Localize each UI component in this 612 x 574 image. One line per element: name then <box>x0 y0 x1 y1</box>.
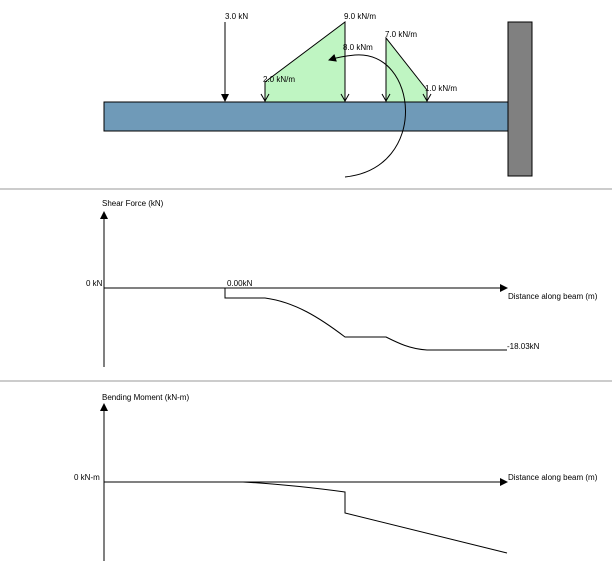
moment-arc <box>328 53 406 178</box>
moment-x-axis-label: Distance along beam (m) <box>508 473 598 482</box>
dist-load-2-end-label: 1.0 kN/m <box>425 84 457 93</box>
shear-force-curve <box>224 288 507 351</box>
fixed-support-wall <box>507 21 533 177</box>
point-load-label: 3.0 kN <box>225 12 248 21</box>
beam-diagram: 3.0 kN 2.0 kN/m 9.0 kN/m 8.0 kNm 7.0 kN/… <box>103 12 533 178</box>
moment-label: 8.0 kNm <box>343 43 373 52</box>
bending-moment-curve <box>242 481 508 554</box>
load-arrows <box>260 93 432 103</box>
moment-zero-label: 0 kN-m <box>74 473 100 482</box>
moment-title: Bending Moment (kN-m) <box>102 393 189 402</box>
shear-title: Shear Force (kN) <box>102 199 164 208</box>
shear-end-value-label: -18.03kN <box>507 342 540 351</box>
shear-force-plot: Shear Force (kN) 0 kN Distance along bea… <box>86 199 598 367</box>
dist-load-1-start-label: 2.0 kN/m <box>263 75 295 84</box>
bending-moment-plot: Bending Moment (kN-m) 0 kN-m Distance al… <box>74 393 598 561</box>
shear-start-value-label: 0.00kN <box>227 279 253 288</box>
shear-x-axis-label: Distance along beam (m) <box>508 292 598 301</box>
shear-zero-label: 0 kN <box>86 279 103 288</box>
dist-load-1-end-label: 9.0 kN/m <box>344 12 376 21</box>
distributed-load-1 <box>264 21 346 103</box>
dist-load-2-start-label: 7.0 kN/m <box>385 30 417 39</box>
distributed-load-2 <box>385 36 428 103</box>
beam <box>103 101 509 132</box>
